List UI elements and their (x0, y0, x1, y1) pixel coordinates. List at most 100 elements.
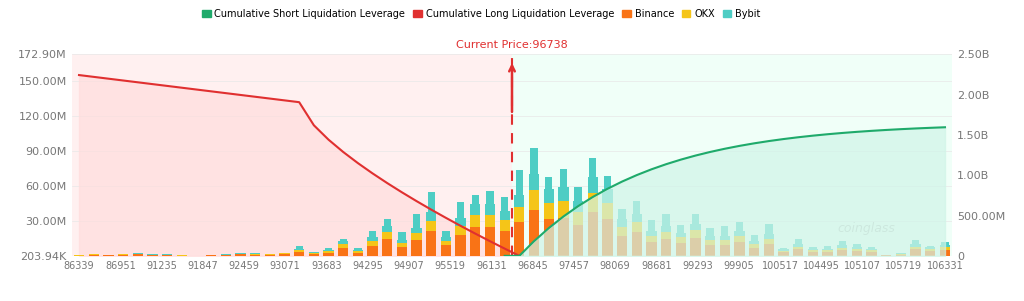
Bar (793, 249, 804, 256)
Bar (382, 239, 392, 256)
Bar (118, 254, 128, 255)
Bar (602, 219, 612, 256)
Bar (941, 241, 948, 245)
Bar (486, 191, 494, 204)
Bar (338, 241, 348, 244)
Bar (809, 247, 816, 249)
Bar (162, 255, 172, 256)
Bar (514, 194, 524, 207)
Bar (500, 231, 510, 256)
Bar (589, 158, 596, 177)
Bar (837, 246, 848, 247)
Text: Current Price:96738: Current Price:96738 (456, 40, 568, 50)
Bar (720, 236, 730, 240)
Bar (220, 255, 231, 256)
Bar (852, 247, 862, 249)
Bar (837, 247, 848, 250)
Bar (588, 193, 598, 212)
Bar (324, 251, 334, 253)
Bar (382, 231, 392, 239)
Bar (412, 240, 422, 256)
Bar (456, 226, 466, 235)
Bar (808, 250, 818, 252)
Bar (340, 238, 347, 241)
Bar (705, 236, 716, 240)
Bar (663, 214, 670, 226)
Bar (677, 225, 684, 233)
Bar (514, 207, 524, 222)
Bar (352, 251, 364, 253)
Bar (484, 215, 496, 227)
Bar (103, 255, 114, 256)
Bar (910, 250, 921, 256)
Bar (294, 252, 304, 256)
Bar (676, 233, 686, 237)
Bar (705, 245, 716, 256)
Bar (250, 254, 260, 255)
Bar (734, 231, 744, 236)
Bar (720, 245, 730, 256)
Bar (132, 254, 143, 256)
Text: coinglass: coinglass (838, 222, 896, 235)
Bar (294, 249, 304, 250)
Bar (927, 246, 934, 247)
Bar (822, 250, 833, 252)
Bar (632, 214, 642, 222)
Bar (484, 227, 496, 256)
Bar (720, 240, 730, 245)
Bar (396, 240, 408, 243)
Bar (368, 246, 378, 256)
Bar (544, 190, 554, 203)
Bar (516, 169, 523, 194)
Bar (352, 250, 364, 251)
Bar (588, 177, 598, 193)
Bar (250, 255, 260, 256)
Bar (793, 247, 804, 249)
Bar (368, 241, 378, 246)
Bar (676, 243, 686, 256)
Bar (264, 254, 275, 255)
Bar (412, 233, 422, 240)
Bar (501, 197, 508, 211)
Legend: Cumulative Short Liquidation Leverage, Cumulative Long Liquidation Leverage, Bin: Cumulative Short Liquidation Leverage, C… (198, 5, 765, 23)
Bar (338, 244, 348, 247)
Bar (646, 236, 656, 242)
Bar (764, 239, 774, 244)
Bar (910, 244, 921, 247)
Bar (528, 174, 540, 190)
Bar (633, 201, 640, 214)
Bar (545, 177, 552, 190)
Bar (734, 242, 744, 256)
Bar (236, 254, 246, 256)
Bar (280, 253, 290, 254)
Bar (808, 252, 818, 256)
Bar (778, 252, 788, 256)
Bar (560, 169, 567, 187)
Bar (648, 220, 655, 231)
Bar (676, 237, 686, 243)
Bar (751, 235, 758, 241)
Bar (572, 201, 584, 212)
Bar (324, 250, 334, 251)
Bar (736, 222, 743, 231)
Bar (500, 220, 510, 231)
Bar (749, 241, 760, 244)
Bar (308, 252, 319, 253)
Bar (660, 226, 672, 232)
Bar (690, 238, 700, 256)
Bar (574, 187, 582, 201)
Bar (324, 253, 334, 256)
Bar (910, 247, 921, 250)
Bar (558, 187, 568, 201)
Bar (398, 232, 406, 240)
Bar (413, 214, 420, 228)
Bar (147, 255, 158, 256)
Bar (925, 249, 936, 251)
Bar (354, 248, 361, 250)
Bar (616, 219, 628, 227)
Bar (325, 248, 332, 250)
Bar (749, 244, 760, 248)
Bar (440, 240, 452, 245)
Bar (852, 249, 862, 251)
Bar (632, 232, 642, 256)
